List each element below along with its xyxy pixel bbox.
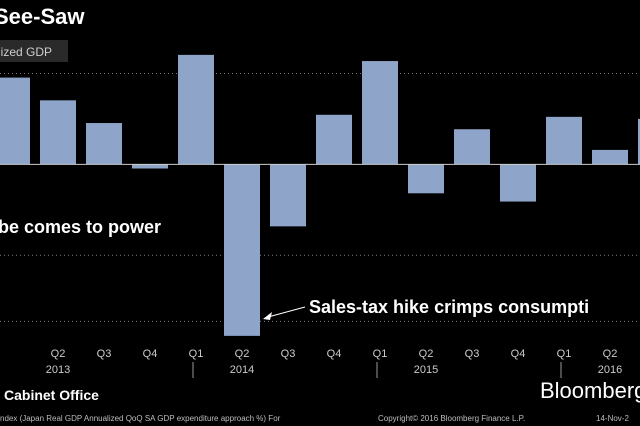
bar-2016-q2 xyxy=(638,118,640,165)
x-tick-label: Q1 xyxy=(189,348,204,360)
bar-2013-q1 xyxy=(40,100,76,165)
legend-box xyxy=(0,40,68,62)
footer-copyright: Copyright© 2016 Bloomberg Finance L.P. xyxy=(378,414,525,423)
x-tick-label: Q2 xyxy=(235,348,250,360)
bar-2014-q2 xyxy=(270,164,306,227)
bar-2014-q1 xyxy=(224,164,260,336)
bar-2015-q2 xyxy=(454,129,490,165)
bar-2015-q3 xyxy=(500,164,536,202)
bars xyxy=(0,54,640,336)
x-tick-label: Q1 xyxy=(557,348,572,360)
x-tick-label: Q3 xyxy=(281,348,296,360)
source-label: Cabinet Office xyxy=(4,387,99,403)
year-label-2013: 2013 xyxy=(46,364,70,376)
chart-title: See-Saw xyxy=(0,4,85,29)
legend-label: lized GDP xyxy=(0,45,52,59)
footer-description: ndex (Japan Real GDP Annualized QoQ SA G… xyxy=(0,414,281,423)
bar-2015-q4 xyxy=(546,116,582,165)
annotation-abe: be comes to power xyxy=(0,217,161,237)
x-tick-label: Q1 xyxy=(373,348,388,360)
footer-date: 14-Nov-2 xyxy=(596,414,629,423)
bloomberg-logo: Bloomberg xyxy=(540,378,640,403)
year-label-2014: 2014 xyxy=(230,364,254,376)
bar-2016-q1 xyxy=(592,149,628,165)
bar-2013-q3 xyxy=(132,164,168,169)
x-axis: Q2Q3Q4Q1Q2Q3Q4Q1Q2Q3Q4Q1Q2Q3201320142015… xyxy=(46,348,622,378)
annotation-arrow-line xyxy=(267,306,306,318)
bar-2012-q4 xyxy=(0,77,30,165)
x-tick-label: Q3 xyxy=(465,348,480,360)
bar-2013-q2 xyxy=(86,123,122,165)
x-tick-label: Q2 xyxy=(603,348,618,360)
bar-2014-q3 xyxy=(316,114,352,165)
annotation-sales-tax: Sales-tax hike crimps consumpti xyxy=(309,297,589,317)
bar-2013-q4 xyxy=(178,54,214,165)
x-tick-label: Q2 xyxy=(51,348,66,360)
x-tick-label: Q4 xyxy=(143,348,158,360)
bar-2015-q1 xyxy=(408,164,444,194)
x-tick-label: Q4 xyxy=(511,348,526,360)
year-label-2016: 2016 xyxy=(598,364,622,376)
year-label-2015: 2015 xyxy=(414,364,438,376)
x-tick-label: Q3 xyxy=(97,348,112,360)
x-tick-label: Q4 xyxy=(327,348,342,360)
gridlines xyxy=(0,72,640,322)
annotation-arrow-head xyxy=(263,312,272,320)
bar-2014-q4 xyxy=(362,61,398,165)
x-tick-label: Q2 xyxy=(419,348,434,360)
